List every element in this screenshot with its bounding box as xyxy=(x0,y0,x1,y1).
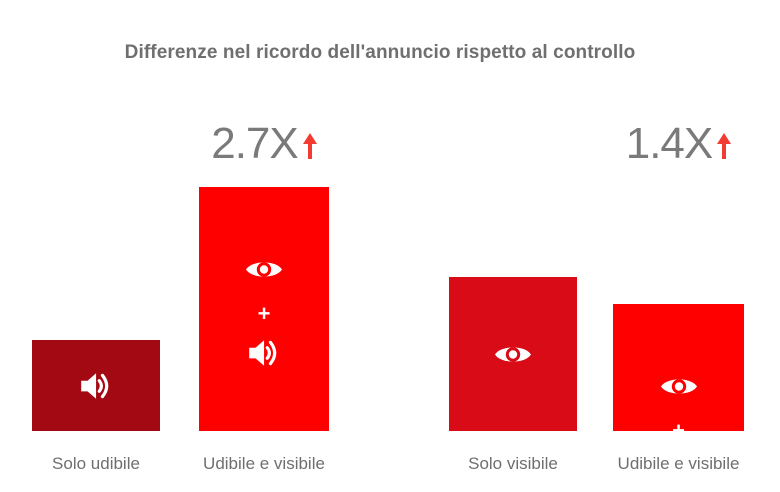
speaker-icon xyxy=(246,336,280,375)
eye-icon xyxy=(659,374,699,404)
multiplier-value: 1.4X xyxy=(625,119,714,168)
multiplier-value: 2.7X xyxy=(211,119,299,168)
speaker-icon xyxy=(78,369,112,408)
bar-2 xyxy=(199,187,329,431)
chart-title: Differenze nel ricordo dell'annuncio ris… xyxy=(124,42,636,63)
multiplier-label: 2.7X xyxy=(179,118,349,170)
up-arrow-icon xyxy=(717,133,732,159)
category-label: Solo visibile xyxy=(468,454,558,473)
plus-sign: + xyxy=(257,301,271,326)
up-arrow-icon xyxy=(302,133,317,159)
eye-icon xyxy=(493,342,533,372)
bar-4 xyxy=(613,304,744,431)
eye-icon xyxy=(244,257,284,287)
multiplier-label: 1.4X xyxy=(593,118,764,170)
category-label: Udibile e visibile xyxy=(617,454,740,473)
speaker-icon xyxy=(661,453,695,492)
category-label: Solo udibile xyxy=(52,454,140,473)
category-label: Udibile e visibile xyxy=(203,454,325,473)
plus-sign: + xyxy=(672,418,685,443)
